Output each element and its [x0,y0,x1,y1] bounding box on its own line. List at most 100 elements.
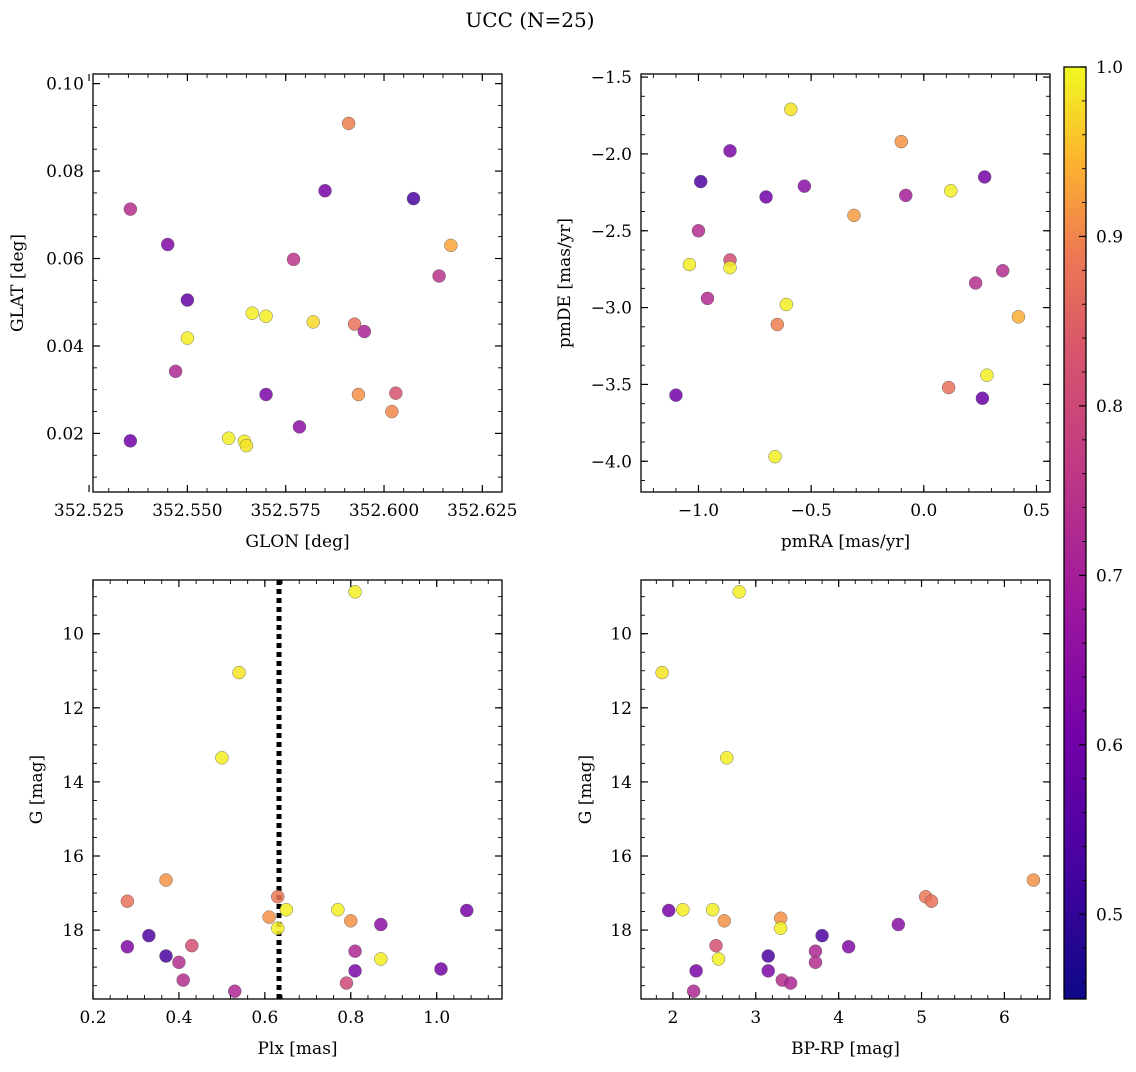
scatter-point [306,315,320,329]
scatter-point [232,665,246,680]
scatter-point [705,903,720,917]
scatter-point [180,293,195,307]
y-tick-label: 16 [610,847,632,867]
colorbar-tick-label: 0.6 [1096,736,1123,756]
x-tick-label: 0.5 [1023,501,1050,521]
subplots: 352.525 352.550 352.575 352.600 352.6250.020… [8,68,1051,1059]
axes-frame [92,73,503,493]
scatter-point [723,260,737,275]
scatter-point [669,388,683,402]
y-axis-label: G [mag] [576,755,596,824]
scatter-point [682,257,697,272]
x-axis-label: pmRA [mas/yr] [781,532,910,552]
y-axis-label: pmDE [mas/yr] [555,218,575,348]
y-tick-label: 14 [62,773,84,793]
scatter-point [279,903,294,917]
scatter-point [761,964,775,978]
subplot-plx-g: 0.2 0.4 0.6 0.8 1.0 10 12 14 16 18 Plx [mas] G [mag… [27,579,503,1059]
scatter-point [228,984,242,998]
x-tick-label: 352.525 [54,501,124,521]
scatter-point [924,894,939,908]
y-tick-label: −4.0 [591,452,632,472]
y-tick-label: 0.10 [46,75,84,95]
axes-frame [640,579,1051,1000]
scatter-point [159,949,173,963]
scatter-point [717,914,731,928]
scatter-point [348,585,362,599]
y-tick-label: 0.08 [46,162,84,182]
x-tick-label: 352.575 [251,501,321,521]
scatter-point [691,224,706,238]
scatter-point [271,890,285,904]
y-axis-label: GLAT [deg] [8,234,28,332]
scatter-point [944,184,958,198]
scatter-point [975,391,990,405]
scatter-point [385,404,399,419]
scatter-point [995,264,1010,278]
y-tick-label: 0.06 [46,250,84,270]
scatter-point [1026,873,1041,887]
y-tick-label: −3.5 [591,375,632,395]
x-tick-label: 0.6 [251,1008,278,1028]
y-tick-label: 0.04 [46,337,84,357]
scatter-point [374,952,388,966]
subplot-glon-glat: 352.525 352.550 352.575 352.600 352.625 0.02 0… [8,73,517,552]
colorbar-frame [1063,66,1087,1000]
scatter-point [123,434,138,448]
colorbar: 0.5 0.6 0.7 0.8 0.9 1.0 [1063,58,1123,1000]
scatter-point [784,102,798,117]
x-tick-label: 5 [916,1008,927,1028]
scatter-point [686,984,701,998]
y-tick-label: −1.5 [591,68,632,88]
x-tick-label: −1.0 [678,501,719,521]
x-tick-label: 1.0 [423,1008,450,1028]
scatter-point [259,387,273,402]
y-tick-label: 18 [62,921,84,941]
scatter-point [711,952,726,966]
x-tick-label: 3 [750,1008,761,1028]
scatter-point [460,903,474,918]
axes-frame [92,579,503,1000]
y-tick-label: −3.0 [591,299,632,319]
scatter-point [286,252,301,267]
scatter-point [899,188,913,203]
scatter-point [432,269,446,283]
x-axis-label: GLON [deg] [245,532,349,552]
colorbar-tick-label: 0.8 [1096,397,1123,417]
subplot-pmra-pmde: −1.0 −0.5 0.0 0.5 −4.0 −3.5 −3.0 −2.5 −2.0 −1.5 pm… [555,68,1051,552]
scatter-point [406,191,421,206]
scatter-point [779,297,794,312]
scatter-point [159,873,173,887]
scatter-point [348,944,362,958]
scatter-point [172,955,186,970]
colorbar-tick-label: 1.0 [1096,58,1123,78]
x-tick-label: 2 [667,1008,678,1028]
y-tick-label: 14 [610,773,632,793]
scatter-point [977,170,992,184]
colorbar-tick-label: 0.9 [1096,227,1123,247]
scatter-point [347,317,362,331]
scatter-point [357,324,372,339]
x-tick-label: 352.625 [447,501,517,521]
scatter-point [168,364,183,379]
scatter-point [980,368,994,382]
scatter-point [1011,310,1026,324]
x-tick-label: 0.4 [165,1008,192,1028]
scatter-point [808,955,823,970]
scatter-point [215,751,229,765]
scatter-point [847,208,861,223]
y-tick-label: 16 [62,847,84,867]
scatter-point [389,386,403,400]
axes-frame [640,73,1051,493]
y-tick-label: 0.02 [46,424,84,444]
scatter-point [318,184,332,198]
x-axis-label: BP-RP [mag] [791,1039,900,1059]
subplot-bprp-g: 2 3 4 5 6 10 12 14 16 18 BP-RP [mag] G [mag] [576,579,1051,1059]
scatter-point [239,438,254,453]
y-tick-label: 10 [610,625,632,645]
scatter-point [348,964,362,978]
scatter-point [676,903,690,917]
x-tick-label: 352.550 [152,501,222,521]
y-tick-label: 10 [62,625,84,645]
scatter-point [123,202,138,216]
